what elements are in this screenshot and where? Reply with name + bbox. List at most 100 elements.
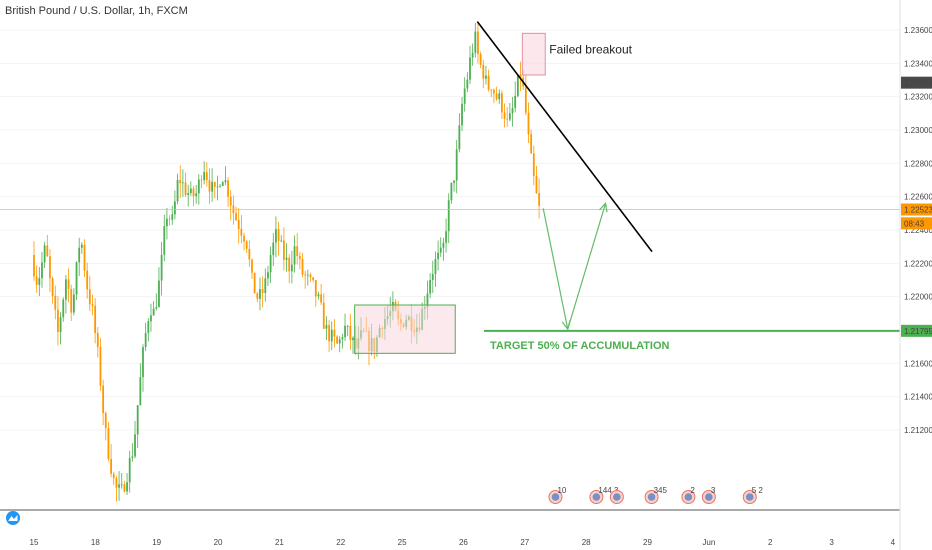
price-tag-label: 1.22523 <box>904 206 932 215</box>
candle-body <box>285 257 288 260</box>
candle-body <box>256 293 259 299</box>
candle-body <box>136 405 139 435</box>
candle-body <box>259 289 261 299</box>
candle-body <box>147 321 150 333</box>
tradingview-logo[interactable] <box>6 511 20 525</box>
candle-body <box>530 134 533 154</box>
x-tick-label: 27 <box>520 538 529 547</box>
candle-body <box>466 79 469 89</box>
candle-body <box>277 229 280 241</box>
event-marker[interactable]: 144 3 <box>589 486 619 504</box>
candle-body <box>320 294 323 303</box>
candle-body <box>458 125 461 150</box>
projection-arrowhead-down <box>561 320 571 331</box>
candle-body <box>490 89 493 91</box>
event-marker[interactable]: 3 <box>701 486 716 504</box>
failed-breakout-box[interactable] <box>521 32 546 76</box>
candle-body <box>498 93 501 100</box>
candle-body <box>304 274 307 276</box>
candle-body <box>511 108 514 114</box>
candle-body <box>112 473 115 479</box>
candle-body <box>235 213 237 221</box>
y-tick-label: 1.21200 <box>904 426 932 435</box>
candle-body <box>275 229 277 243</box>
x-tick-label: 25 <box>398 538 407 547</box>
trendline[interactable] <box>476 21 653 253</box>
candle-body <box>352 337 354 341</box>
candle-body <box>115 478 118 488</box>
x-tick-label: 15 <box>30 538 39 547</box>
x-tick-label: 18 <box>91 538 100 547</box>
candle-body <box>485 75 487 79</box>
candle-body <box>192 188 195 197</box>
candle-body <box>346 325 349 327</box>
candle-body <box>471 52 474 58</box>
event-markers: 10 144 3 345 2 3 5 2 <box>548 486 763 504</box>
candle-body <box>272 242 275 256</box>
candle-body <box>341 337 344 340</box>
price-axis[interactable]: 1.23600 1.23400 1.23200 1.23000 1.22800 1.226… <box>904 26 932 435</box>
price-tag-label: 1.23284 <box>904 79 932 88</box>
price-tag-last: 1.23284 <box>901 76 932 89</box>
candle-body <box>477 31 479 54</box>
candle-body <box>264 278 267 293</box>
candle-body <box>88 289 91 305</box>
candle-body <box>229 196 232 206</box>
y-tick-label: 1.21400 <box>904 393 932 402</box>
candle-body <box>139 377 142 406</box>
candle-body <box>245 241 248 249</box>
event-marker[interactable]: 5 2 <box>742 486 763 504</box>
candle-body <box>330 329 333 342</box>
candle-body <box>158 280 160 308</box>
candle-body <box>33 255 35 277</box>
x-tick-label: 26 <box>459 538 468 547</box>
candle-body <box>43 245 46 263</box>
candle-body <box>200 179 203 181</box>
candle-body <box>293 246 296 265</box>
candle-body <box>450 182 453 201</box>
candle-body <box>142 347 144 378</box>
x-tick-label: 3 <box>829 538 834 547</box>
candle-body <box>503 112 506 119</box>
candle-body <box>219 185 221 187</box>
candle-body <box>96 333 99 347</box>
x-tick-label: 19 <box>152 538 161 547</box>
price-tags: 1.23284 1.22523 08:43 1.21795 <box>901 76 932 337</box>
event-marker[interactable]: 345 <box>644 486 667 504</box>
event-marker[interactable]: 10 <box>548 486 567 504</box>
candle-body <box>78 247 81 263</box>
candle-body <box>118 484 120 488</box>
candle-body <box>328 325 330 342</box>
accumulation-box[interactable] <box>354 304 456 354</box>
candle-body <box>208 180 211 192</box>
y-tick-label: 1.22800 <box>904 159 932 168</box>
candle-body <box>181 182 184 184</box>
candle-body <box>211 181 214 192</box>
candle-body <box>152 308 155 316</box>
candle-body <box>338 339 341 344</box>
candle-body <box>197 179 200 194</box>
event-marker[interactable]: 2 <box>681 486 696 504</box>
candle-body <box>120 484 123 486</box>
candle-body <box>128 458 131 483</box>
x-tick-label: 28 <box>582 538 591 547</box>
event-count: 10 <box>557 486 566 495</box>
time-axis[interactable]: 15 18 19 20 21 22 25 26 27 28 29 Jun 2 3 4 <box>30 538 896 547</box>
candle-body <box>176 180 179 202</box>
candle-body <box>322 302 325 329</box>
event-marker[interactable] <box>609 490 624 504</box>
candle-body <box>253 272 256 294</box>
candle-body <box>49 256 51 279</box>
projection-arrowhead-up <box>599 202 608 213</box>
x-tick-label: 22 <box>336 538 345 547</box>
projection-path <box>542 203 607 330</box>
candle-body <box>248 248 251 260</box>
y-tick-label: 1.21600 <box>904 359 932 368</box>
candle-body <box>195 193 198 197</box>
candle-body <box>41 262 43 279</box>
candle-body <box>535 176 538 194</box>
candle-body <box>99 346 102 386</box>
candle-body <box>104 413 107 429</box>
